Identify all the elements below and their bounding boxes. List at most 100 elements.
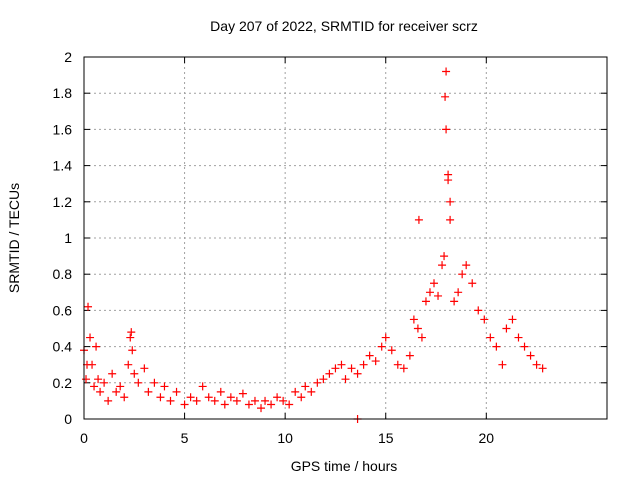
data-point	[508, 315, 517, 324]
data-point	[226, 393, 235, 402]
data-point	[446, 197, 455, 206]
data-points	[80, 67, 547, 423]
data-point	[291, 387, 300, 396]
data-point	[474, 306, 483, 315]
data-point	[313, 378, 322, 387]
y-tick-label: 0.6	[53, 302, 73, 318]
data-point	[468, 279, 477, 288]
data-point	[232, 396, 241, 405]
data-point	[88, 360, 97, 369]
data-point	[425, 288, 434, 297]
data-point	[144, 387, 153, 396]
data-point	[82, 375, 91, 384]
grid	[84, 57, 607, 419]
data-point	[454, 288, 463, 297]
data-point	[514, 333, 523, 342]
y-tick-label: 0.4	[53, 339, 73, 355]
y-tick-label: 2	[64, 49, 72, 65]
data-point	[414, 215, 423, 224]
data-point	[127, 328, 136, 337]
data-point	[116, 382, 125, 391]
data-point	[492, 342, 501, 351]
data-point	[273, 393, 282, 402]
data-point	[446, 215, 455, 224]
x-axis-label: GPS time / hours	[291, 458, 398, 474]
data-point	[325, 369, 334, 378]
data-point	[538, 364, 547, 373]
y-tick-label: 1	[64, 230, 72, 246]
data-point	[279, 396, 288, 405]
data-point	[267, 400, 276, 409]
data-point	[486, 333, 495, 342]
data-point	[180, 400, 189, 409]
data-point	[331, 364, 340, 373]
x-tick-label: 15	[378, 430, 394, 446]
data-point	[393, 360, 402, 369]
data-point	[186, 393, 195, 402]
data-point	[532, 360, 541, 369]
data-point	[371, 357, 380, 366]
data-point	[216, 387, 225, 396]
data-point	[120, 393, 129, 402]
y-axis-label: SRMTID / TECUs	[6, 183, 22, 293]
data-point	[128, 346, 137, 355]
data-point	[160, 382, 169, 391]
data-point	[297, 393, 306, 402]
y-tick-label: 1.2	[53, 194, 73, 210]
data-point	[124, 360, 133, 369]
data-point	[353, 369, 362, 378]
data-point	[134, 378, 143, 387]
data-point	[444, 176, 453, 185]
data-point	[84, 302, 93, 311]
data-point	[442, 125, 451, 134]
data-point	[166, 396, 175, 405]
data-point	[150, 378, 159, 387]
data-point	[244, 400, 253, 409]
x-tick-label: 5	[181, 430, 189, 446]
data-point	[301, 382, 310, 391]
data-point	[341, 375, 350, 384]
x-tick-label: 10	[277, 430, 293, 446]
data-point	[434, 291, 443, 300]
data-point	[104, 396, 113, 405]
data-point	[126, 333, 135, 342]
data-point	[458, 270, 467, 279]
data-point	[192, 396, 201, 405]
data-point	[92, 342, 101, 351]
chart-title: Day 207 of 2022, SRMTID for receiver scr…	[210, 18, 478, 34]
data-point	[210, 396, 219, 405]
y-tick-label: 1.4	[53, 158, 73, 174]
x-tick-label: 20	[479, 430, 495, 446]
data-point	[399, 364, 408, 373]
data-point	[498, 360, 507, 369]
data-point	[526, 351, 535, 360]
data-point	[220, 400, 229, 409]
data-point	[96, 387, 105, 396]
data-point	[86, 333, 95, 342]
data-point	[100, 378, 109, 387]
data-point	[417, 333, 426, 342]
y-tick-label: 1.6	[53, 121, 73, 137]
x-axis-ticks: 0 5 10 15 20	[80, 57, 494, 446]
data-point	[257, 404, 266, 413]
data-point	[480, 315, 489, 324]
data-point	[156, 393, 165, 402]
data-point	[198, 382, 207, 391]
y-tick-label: 1.8	[53, 85, 73, 101]
data-point	[409, 315, 418, 324]
data-point	[90, 382, 99, 391]
data-point	[359, 360, 368, 369]
data-point	[250, 396, 259, 405]
data-point	[405, 351, 414, 360]
data-point	[377, 342, 386, 351]
data-point	[421, 297, 430, 306]
data-point	[462, 261, 471, 270]
y-tick-label: 0	[64, 411, 72, 427]
data-point	[130, 369, 139, 378]
data-point	[442, 67, 451, 76]
data-point	[112, 387, 121, 396]
data-point	[438, 261, 447, 270]
data-point	[238, 389, 247, 398]
data-point	[319, 375, 328, 384]
